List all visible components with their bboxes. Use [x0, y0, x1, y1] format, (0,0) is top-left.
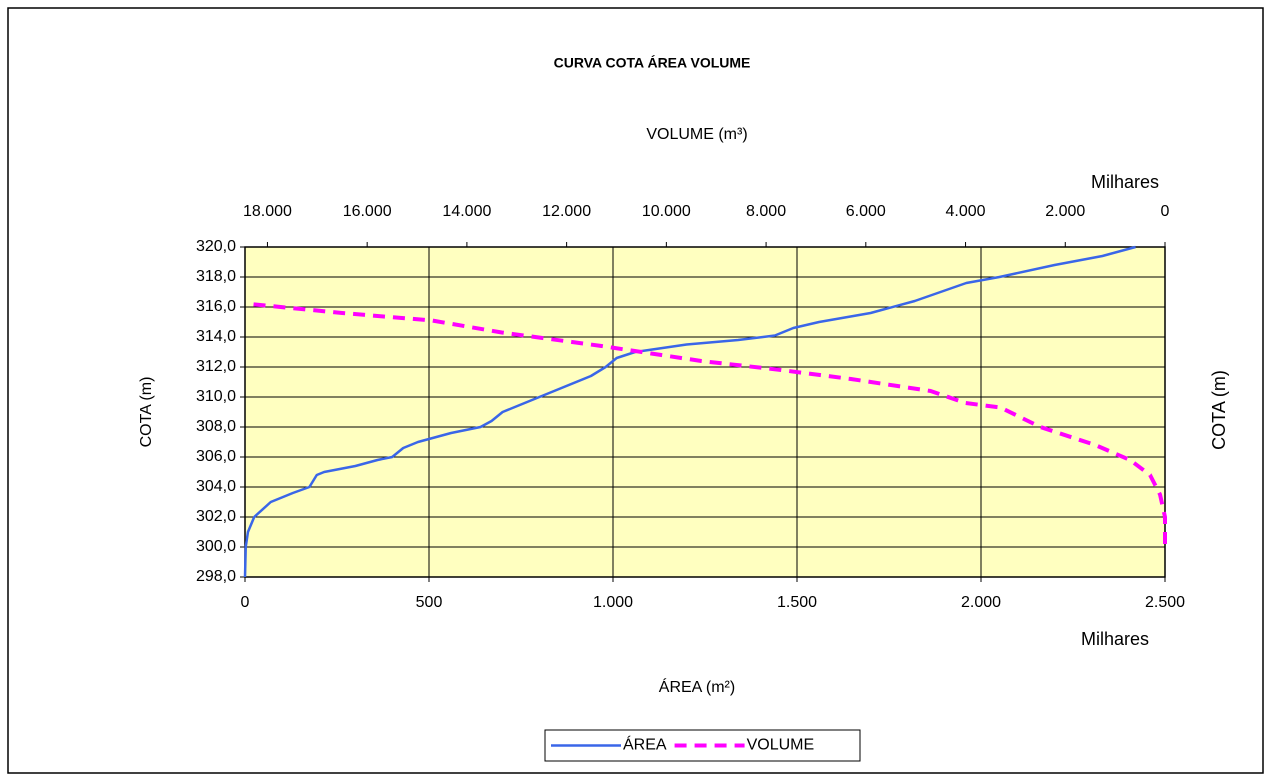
- y-tick-label: 298,0: [196, 568, 236, 585]
- y-tick-label: 314,0: [196, 328, 236, 345]
- y-tick-label: 318,0: [196, 268, 236, 285]
- x2-tick-label: 8.000: [746, 203, 786, 220]
- legend-label: ÁREA: [623, 735, 667, 754]
- x-scale-label: Milhares: [1081, 629, 1149, 649]
- y-tick-label: 306,0: [196, 448, 236, 465]
- y-axis-title: COTA (m): [138, 377, 155, 448]
- y-tick-label: 310,0: [196, 388, 236, 405]
- x2-tick-label: 12.000: [542, 203, 591, 220]
- x2-tick-label: 0: [1161, 203, 1170, 220]
- series-line: [249, 302, 1167, 544]
- legend-label: VOLUME: [747, 737, 815, 754]
- x-tick-label: 1.500: [777, 594, 817, 611]
- x2-tick-label: 4.000: [946, 203, 986, 220]
- x-tick-label: 0: [241, 594, 250, 611]
- y-tick-label: 308,0: [196, 418, 236, 435]
- y-tick-label: 312,0: [196, 358, 236, 375]
- y-tick-label: 300,0: [196, 538, 236, 555]
- x2-tick-label: 18.000: [243, 203, 292, 220]
- x-tick-label: 1.000: [593, 594, 633, 611]
- y-tick-label: 304,0: [196, 478, 236, 495]
- x2-tick-label: 6.000: [846, 203, 886, 220]
- x2-tick-label: 2.000: [1045, 203, 1085, 220]
- x-axis-title: ÁREA (m²): [659, 677, 735, 696]
- x2-tick-label: 14.000: [442, 203, 491, 220]
- chart-title: CURVA COTA ÁREA VOLUME: [554, 55, 751, 71]
- x2-axis-title: VOLUME (m³): [646, 126, 747, 143]
- y-tick-label: 316,0: [196, 298, 236, 315]
- series-line: [243, 245, 1136, 578]
- x-tick-label: 2.500: [1145, 594, 1185, 611]
- y2-axis-title: COTA (m): [1209, 370, 1229, 450]
- plot-area: [244, 246, 1166, 578]
- x2-tick-label: 10.000: [642, 203, 691, 220]
- x2-scale-label: Milhares: [1091, 172, 1159, 192]
- x-tick-label: 500: [416, 594, 443, 611]
- plot-frame: [244, 246, 1166, 578]
- x2-tick-label: 16.000: [343, 203, 392, 220]
- y-tick-label: 320,0: [196, 238, 236, 255]
- y-tick-label: 302,0: [196, 508, 236, 525]
- x-tick-label: 2.000: [961, 594, 1001, 611]
